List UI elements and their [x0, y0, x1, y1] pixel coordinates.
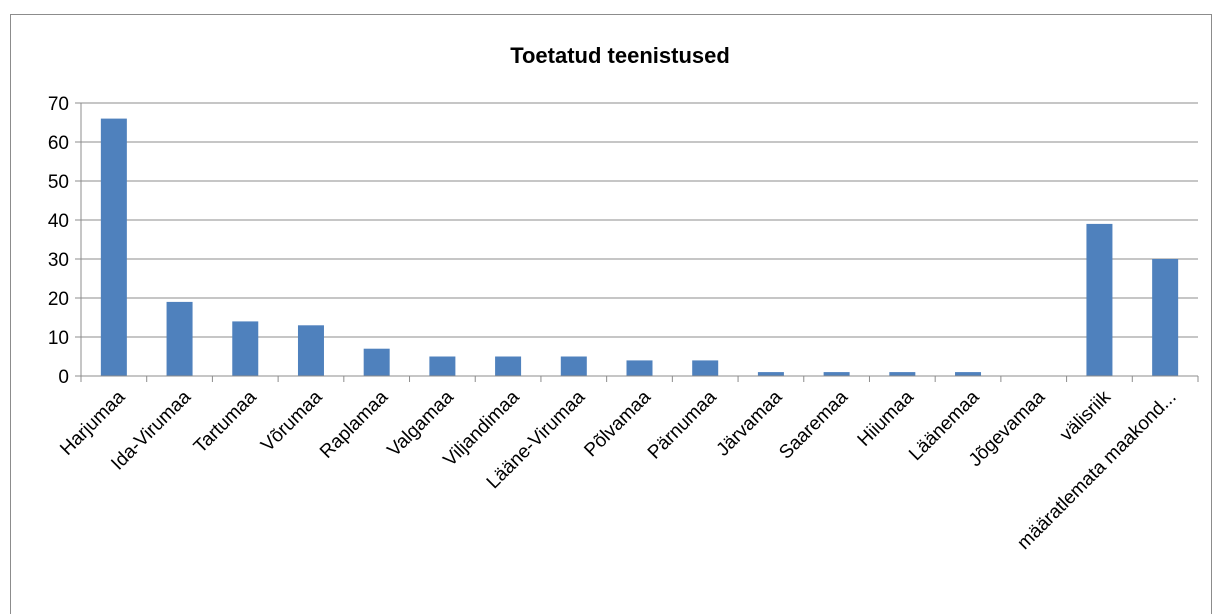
bar-1	[167, 302, 193, 376]
bar-6	[495, 357, 521, 377]
y-tick-label-20: 20	[48, 289, 69, 310]
y-tick-label-60: 60	[48, 133, 69, 154]
bar-2	[232, 321, 258, 376]
x-tick-label-9: Pärnumaa	[644, 386, 721, 463]
y-tick-labels: 0 10 20 30 40 50 60 70	[48, 94, 69, 388]
x-tick-labels: HarjumaaIda-VirumaaTartumaaVõrumaaRaplam…	[56, 386, 1180, 554]
bar-15	[1086, 224, 1112, 376]
x-tick-label-4: Raplamaa	[316, 386, 392, 462]
x-tick-label-15: välisriik	[1056, 386, 1115, 445]
y-tick-label-70: 70	[48, 94, 69, 115]
bar-4	[364, 349, 390, 376]
bar-12	[889, 372, 915, 376]
bar-7	[561, 357, 587, 377]
chart-title: Toetatud teenistused	[510, 43, 730, 68]
bar-5	[429, 357, 455, 377]
y-tick-label-0: 0	[58, 367, 69, 388]
bar-10	[758, 372, 784, 376]
bar-0	[101, 119, 127, 376]
bar-11	[824, 372, 850, 376]
bar-9	[692, 360, 718, 376]
x-tick-label-12: Hiiumaa	[854, 386, 918, 450]
x-tick-label-3: Võrumaa	[257, 386, 327, 456]
bar-8	[627, 360, 653, 376]
y-tick-label-40: 40	[48, 211, 69, 232]
y-tick-label-10: 10	[48, 328, 69, 349]
x-tick-label-2: Tartumaa	[190, 386, 261, 457]
bar-3	[298, 325, 324, 376]
x-tick-label-11: Saaremaa	[775, 386, 852, 463]
y-tick-label-50: 50	[48, 172, 69, 193]
bar-13	[955, 372, 981, 376]
bar-16	[1152, 259, 1178, 376]
y-tick-label-30: 30	[48, 250, 69, 271]
